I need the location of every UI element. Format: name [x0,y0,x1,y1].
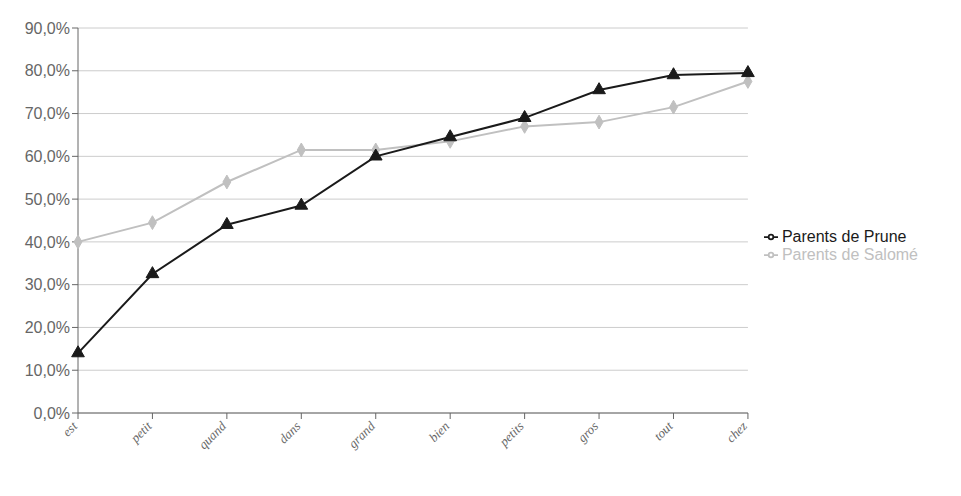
svg-text:petits: petits [496,419,527,450]
svg-text:dans: dans [275,419,303,447]
svg-text:petit: petit [127,418,155,446]
svg-text:10,0%: 10,0% [25,362,70,379]
svg-text:20,0%: 20,0% [25,319,70,336]
svg-text:bien: bien [426,419,452,445]
svg-text:50,0%: 50,0% [25,191,70,208]
svg-text:0,0%: 0,0% [34,405,70,422]
html-text:Parents de Prune: Parents de Prune [781,227,907,245]
svg-text:40,0%: 40,0% [25,234,70,251]
svg-text:tout: tout [651,418,676,443]
svg-text:60,0%: 60,0% [25,148,70,165]
html-text:Parents de Salomé: Parents de Salomé [781,245,918,263]
svg-text:quand: quand [195,418,229,452]
svg-text:90,0%: 90,0% [25,20,70,37]
svg-text:est: est [59,418,81,440]
svg-text:chez: chez [723,419,750,446]
svg-text:30,0%: 30,0% [25,276,70,293]
svg-text:80,0%: 80,0% [25,62,70,79]
svg-text:70,0%: 70,0% [25,105,70,122]
svg-text:gros: gros [575,419,602,446]
svg-text:grand: grand [345,418,378,451]
